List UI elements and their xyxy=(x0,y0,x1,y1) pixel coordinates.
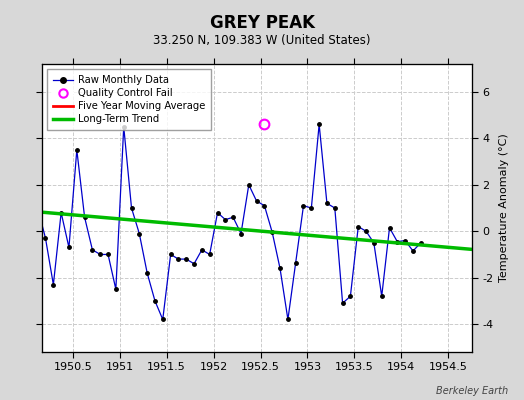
Text: 33.250 N, 109.383 W (United States): 33.250 N, 109.383 W (United States) xyxy=(153,34,371,47)
Text: Berkeley Earth: Berkeley Earth xyxy=(436,386,508,396)
Text: GREY PEAK: GREY PEAK xyxy=(210,14,314,32)
Y-axis label: Temperature Anomaly (°C): Temperature Anomaly (°C) xyxy=(499,134,509,282)
Legend: Raw Monthly Data, Quality Control Fail, Five Year Moving Average, Long-Term Tren: Raw Monthly Data, Quality Control Fail, … xyxy=(47,69,211,130)
